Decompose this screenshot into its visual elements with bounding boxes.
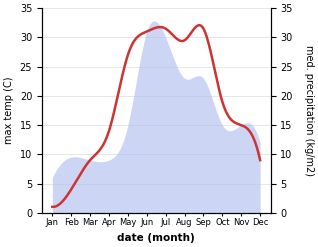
X-axis label: date (month): date (month): [117, 233, 195, 243]
Y-axis label: med. precipitation (kg/m2): med. precipitation (kg/m2): [304, 45, 314, 176]
Y-axis label: max temp (C): max temp (C): [4, 77, 14, 144]
